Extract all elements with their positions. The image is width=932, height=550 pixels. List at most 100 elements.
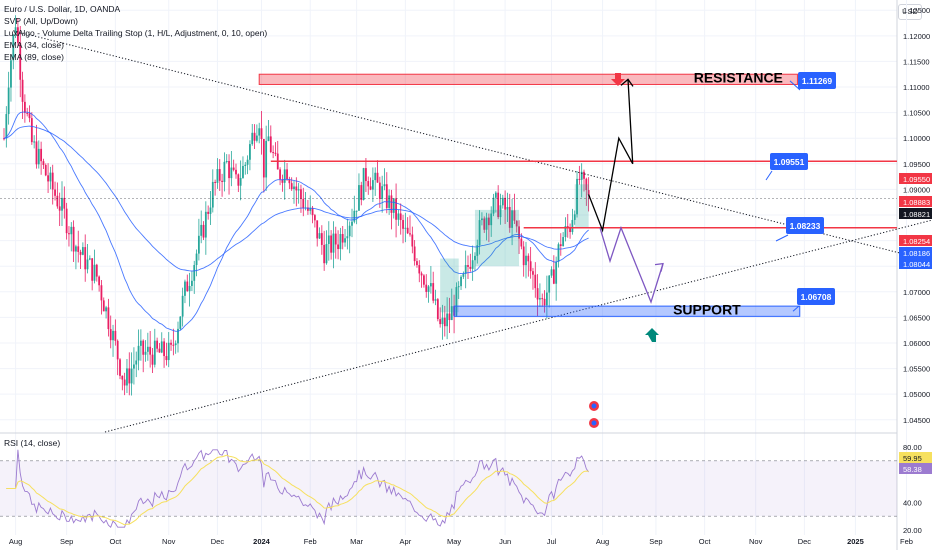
candle-body xyxy=(40,148,43,162)
candle-body xyxy=(65,208,68,234)
callout-box xyxy=(797,288,835,305)
candle-body xyxy=(130,368,133,384)
candle-body xyxy=(204,211,207,238)
resistance-label: RESISTANCE xyxy=(694,69,783,85)
candle-body xyxy=(385,184,388,208)
price-tick-label: 1.06000 xyxy=(903,339,930,348)
candle-body xyxy=(369,186,372,190)
candle-body xyxy=(467,265,469,267)
candle-body xyxy=(160,341,163,353)
candle-body xyxy=(105,307,107,312)
price-tick-label: 1.06500 xyxy=(903,313,930,322)
candle-body xyxy=(244,164,247,167)
candle-body xyxy=(564,226,567,238)
rsi-band xyxy=(0,460,897,517)
candle-body xyxy=(197,235,200,254)
bearish-projection-arrowhead xyxy=(654,262,664,272)
candle-body xyxy=(10,60,12,88)
callout-box xyxy=(770,153,808,170)
candle-body xyxy=(474,255,476,261)
time-tick-label: Dec xyxy=(798,537,812,546)
candle-body xyxy=(518,226,520,239)
candle-body xyxy=(293,186,295,190)
candle-body xyxy=(184,281,186,296)
candle-body xyxy=(214,181,217,183)
price-label-box xyxy=(899,247,932,258)
candle-body xyxy=(174,343,177,346)
candle-body xyxy=(483,218,486,230)
price-tick-label: 1.11500 xyxy=(903,57,930,66)
candle-body xyxy=(508,206,511,228)
candle-body xyxy=(571,219,574,233)
candle-body xyxy=(334,233,337,245)
price-tick-label: 1.09000 xyxy=(903,185,930,194)
price-tick-label: 1.05000 xyxy=(903,390,930,399)
candle-body xyxy=(286,169,288,180)
candle-body xyxy=(399,213,402,221)
candle-body xyxy=(281,179,284,183)
candle-body xyxy=(550,269,553,276)
rsi-title[interactable]: RSI (14, close) xyxy=(4,438,61,448)
symbol-title: Euro / U.S. Dollar, 1D, OANDA xyxy=(4,4,121,14)
candle-body xyxy=(413,246,416,262)
price-label-text: 1.08254 xyxy=(903,237,930,246)
candle-body xyxy=(181,295,184,317)
candle-body xyxy=(515,220,518,227)
candle-body xyxy=(61,197,63,211)
support-label: SUPPORT xyxy=(673,301,741,317)
time-tick-label: 2024 xyxy=(253,537,271,546)
candle-body xyxy=(163,341,165,357)
indicator-ema89[interactable]: EMA (89, close) xyxy=(4,52,64,62)
candle-body xyxy=(75,246,77,252)
candle-body xyxy=(116,340,119,360)
candle-body xyxy=(487,217,490,226)
indicator-ema34[interactable]: EMA (34, close) xyxy=(4,40,64,50)
candle-body xyxy=(128,368,131,384)
candle-body xyxy=(330,235,333,253)
resistance-zone xyxy=(258,73,798,85)
candle-body xyxy=(313,215,316,221)
candle-body xyxy=(283,169,286,183)
candle-body xyxy=(232,167,235,170)
rsi-ma-line xyxy=(6,454,589,526)
support-zone xyxy=(453,305,801,317)
candle-body xyxy=(119,359,121,376)
candle-body xyxy=(23,101,26,113)
ema-lines xyxy=(3,111,589,332)
candle-body xyxy=(58,206,61,211)
callout-text: 1.08233 xyxy=(790,221,821,231)
candle-body xyxy=(536,288,539,300)
candle-body xyxy=(225,160,228,162)
currency-selector[interactable]: USD xyxy=(898,4,922,20)
candle-body xyxy=(427,286,430,292)
time-tick-label: Nov xyxy=(162,537,176,546)
candle-body xyxy=(186,281,189,292)
candle-body xyxy=(37,148,40,165)
candle-body xyxy=(211,181,214,208)
candle-body xyxy=(179,316,182,329)
candle-body xyxy=(471,260,474,269)
candle-body xyxy=(327,235,330,244)
indicator-luxalgo[interactable]: LuxAlgo - Volume Delta Trailing Stop (1,… xyxy=(4,28,268,38)
candle-body xyxy=(14,27,17,36)
indicator-svp[interactable]: SVP (All, Up/Down) xyxy=(4,16,79,26)
candle-body xyxy=(501,197,504,206)
delta-shade xyxy=(574,184,589,228)
candle-body xyxy=(30,118,33,143)
candle-body xyxy=(295,186,298,191)
candle-body xyxy=(548,275,551,293)
time-tick-label: Apr xyxy=(400,537,412,546)
candle-body xyxy=(91,258,94,281)
candle-body xyxy=(320,233,323,245)
candle-body xyxy=(325,243,328,264)
candle-body xyxy=(223,161,226,182)
candle-body xyxy=(255,135,258,141)
candle-body xyxy=(432,283,435,301)
price-label-box xyxy=(899,196,932,207)
candle-body xyxy=(580,171,583,180)
candle-body xyxy=(337,244,339,250)
rsi-tick-label: 80.00 xyxy=(903,443,922,452)
candle-body xyxy=(562,237,565,246)
candle-body xyxy=(269,136,272,153)
